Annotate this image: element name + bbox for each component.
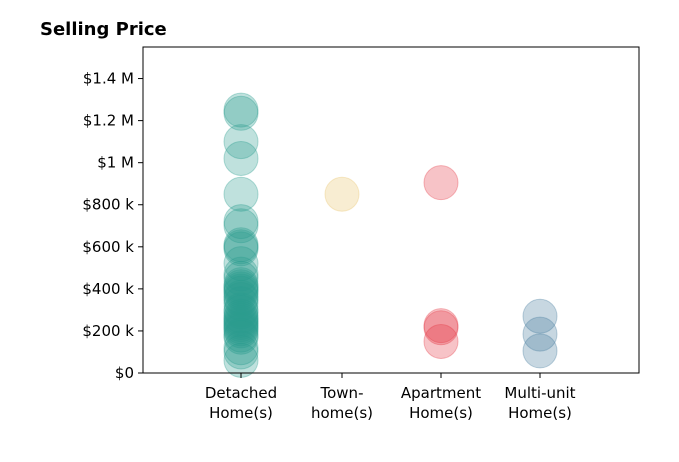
data-point-detached (223, 124, 259, 160)
y-tick-label: $1 M (97, 154, 134, 172)
data-point-detached (223, 281, 259, 317)
data-point-detached (223, 204, 259, 240)
y-tick-label: $400 k (82, 280, 134, 298)
data-point-detached (223, 342, 259, 378)
data-point-detached (223, 292, 259, 328)
points-layer (223, 92, 558, 378)
data-point-detached (223, 267, 259, 303)
y-tick-label: $200 k (82, 322, 134, 340)
data-point-detached (223, 231, 259, 267)
x-tick-label: Multi-unit (504, 384, 575, 402)
y-tick-label: $600 k (82, 238, 134, 256)
data-point-detached (223, 298, 259, 334)
data-point-detached (223, 275, 259, 311)
data-point-multiunit (522, 333, 558, 369)
data-point-townhome (324, 176, 360, 212)
data-point-multiunit (522, 298, 558, 334)
data-point-detached (223, 330, 259, 366)
y-tick-label: $1.2 M (83, 112, 134, 130)
data-point-detached (223, 309, 259, 345)
data-point-detached (223, 305, 259, 341)
data-point-apartment (423, 310, 459, 346)
data-point-detached (223, 140, 259, 176)
chart-title: Selling Price (40, 19, 167, 40)
data-point-apartment (423, 323, 459, 359)
x-tick-label: Home(s) (409, 404, 473, 422)
data-point-detached (223, 317, 259, 353)
data-point-detached (223, 269, 259, 305)
x-axis: Detached Home(s) Town-home(s) Apartment Home… (205, 373, 576, 422)
x-tick-label: Home(s) (508, 404, 572, 422)
data-point-detached (223, 319, 259, 355)
x-tick-label: Detached (205, 384, 277, 402)
data-point-detached (223, 229, 259, 265)
y-tick-label: $800 k (82, 196, 134, 214)
data-point-apartment (423, 165, 459, 201)
data-point-detached (223, 271, 259, 307)
data-point-detached (223, 208, 259, 244)
data-point-apartment (423, 308, 459, 344)
data-point-detached (223, 279, 259, 315)
data-point-detached (223, 294, 259, 330)
data-point-detached (223, 334, 259, 370)
data-point-detached (223, 286, 259, 322)
y-axis: $0 $200 k $400 k $600 k $800 k $1 M $1.2 M $1.4… (82, 70, 143, 382)
data-point-detached (223, 311, 259, 347)
data-point-detached (223, 176, 259, 212)
data-point-detached (223, 313, 259, 349)
x-tick-label: Town- (320, 384, 364, 402)
data-point-detached (223, 302, 259, 338)
y-tick-label: $1.4 M (83, 70, 134, 88)
data-point-detached (223, 246, 259, 282)
x-tick-label: Home(s) (209, 404, 273, 422)
data-point-multiunit (522, 316, 558, 352)
y-tick-label: $0 (115, 364, 134, 382)
x-tick-label: home(s) (311, 404, 373, 422)
data-point-detached (223, 227, 259, 263)
data-point-detached (223, 260, 259, 296)
data-point-detached (223, 300, 259, 336)
data-point-detached (223, 95, 259, 131)
plot-frame (142, 46, 640, 374)
x-tick-label: Apartment (401, 384, 481, 402)
data-point-detached (223, 273, 259, 309)
data-point-detached (223, 307, 259, 343)
data-point-detached (223, 92, 259, 128)
data-point-detached (223, 256, 259, 292)
